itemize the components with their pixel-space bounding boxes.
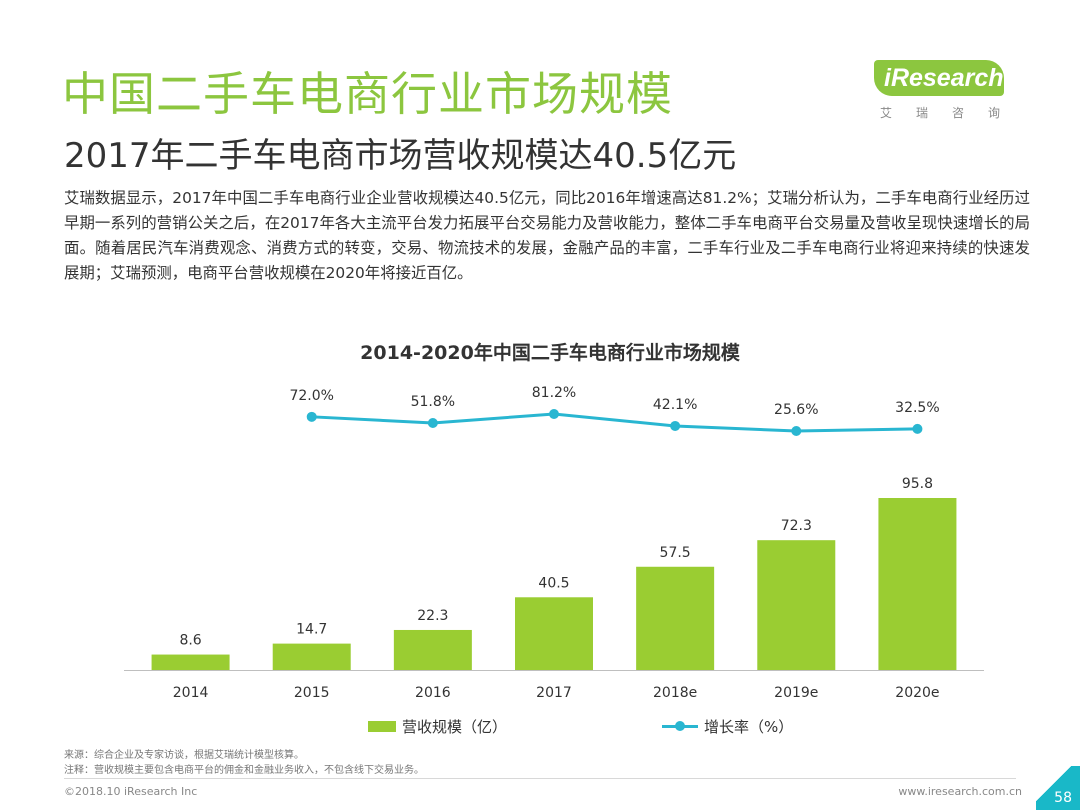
growth-rate-label: 42.1% <box>653 397 697 413</box>
legend-line-swatch <box>662 721 698 732</box>
logo-tagline: 艾瑞咨询 <box>880 106 1025 120</box>
x-tick-label: 2015 <box>294 685 330 701</box>
growth-rate-line <box>311 412 918 433</box>
bar <box>757 540 836 670</box>
legend-item-line: 增长率（%） <box>662 716 793 737</box>
growth-rate-label: 81.2% <box>532 385 576 401</box>
x-tick-label: 2016 <box>415 685 451 701</box>
footnote-source: 来源：综合企业及专家访谈，根据艾瑞统计模型核算。 <box>64 750 304 761</box>
x-tick-label: 2017 <box>536 685 572 701</box>
growth-rate-point <box>427 417 438 428</box>
bar <box>393 629 472 670</box>
footer-divider <box>64 778 1016 779</box>
logo-swoosh <box>874 60 1004 96</box>
bar <box>515 597 593 670</box>
growth-rate-point <box>912 423 923 434</box>
copyright: ©2018.10 iResearch Inc <box>64 785 198 798</box>
bar <box>878 498 957 670</box>
bar-value-label: 8.6 <box>179 633 201 649</box>
growth-rate-point <box>306 411 317 422</box>
logo-brand: iResearch <box>884 64 1004 92</box>
legend-bar-swatch <box>368 721 396 732</box>
x-tick-label: 2014 <box>173 685 209 701</box>
bar <box>151 654 230 670</box>
x-tick-label: 2020e <box>895 685 939 701</box>
x-tick-label: 2019e <box>774 685 818 701</box>
legend-item-bar: 营收规模（亿） <box>368 716 507 737</box>
legend-line-label: 增长率（%） <box>704 718 794 736</box>
growth-rate-label: 51.8% <box>411 394 455 410</box>
bar <box>636 566 715 670</box>
page-title: 中国二手车电商行业市场规模 <box>62 67 673 121</box>
legend-bar-label: 营收规模（亿） <box>402 718 508 736</box>
bar-value-label: 40.5 <box>538 575 569 591</box>
growth-rate-label: 72.0% <box>289 388 333 404</box>
body-paragraph: 艾瑞数据显示，2017年中国二手车电商行业企业营收规模达40.5亿元，同比201… <box>64 189 1030 282</box>
growth-rate-label: 25.6% <box>774 402 818 418</box>
growth-rate-point <box>791 426 802 436</box>
growth-rate-label: 32.5% <box>895 400 939 416</box>
chart-legend: 营收规模（亿） 增长率（%） <box>0 716 1080 738</box>
bar <box>272 643 351 670</box>
bar-value-label: 57.5 <box>660 545 691 561</box>
page-tab <box>1036 766 1080 810</box>
bar-value-label: 95.8 <box>902 476 933 492</box>
website-url: www.iresearch.com.cn <box>898 785 1022 798</box>
growth-rate-point <box>670 420 681 431</box>
page-subtitle: 2017年二手车电商市场营收规模达40.5亿元 <box>64 136 737 176</box>
chart-title: 2014-2020年中国二手车电商行业市场规模 <box>360 342 740 364</box>
iresearch-logo: iResearch 艾瑞咨询 <box>874 60 1024 124</box>
bar-value-label: 22.3 <box>417 608 448 624</box>
bar-value-label: 14.7 <box>296 622 327 638</box>
page-number: 58 <box>1054 790 1072 806</box>
growth-rate-point <box>549 409 559 419</box>
footnote-note: 注释：营收规模主要包含电商平台的佣金和金融业务收入，不包含线下交易业务。 <box>64 765 424 776</box>
x-tick-label: 2018e <box>653 685 697 701</box>
bar-value-label: 72.3 <box>781 518 812 534</box>
